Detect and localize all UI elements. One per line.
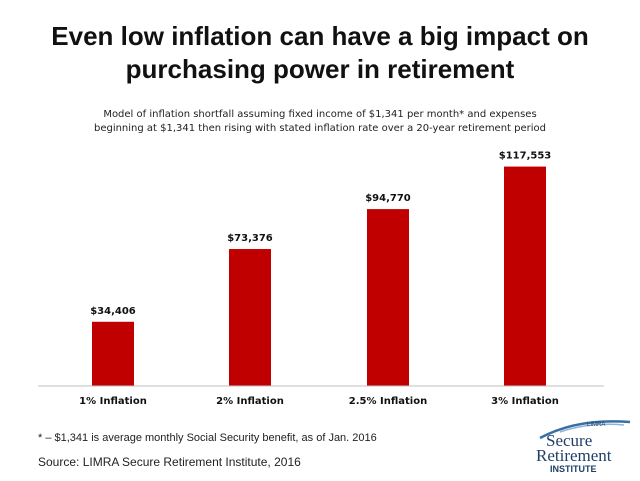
chart-subtitle: Model of inflation shortfall assuming fi… — [0, 108, 640, 136]
source-note: Source: LIMRA Secure Retirement Institut… — [38, 455, 301, 469]
footnote: * – $1,341 is average monthly Social Sec… — [38, 432, 377, 444]
chart-title: Even low inflation can have a big impact… — [0, 20, 640, 86]
data-label-3: $94,770 — [365, 193, 411, 204]
category-label-4: 3% Inflation — [491, 396, 559, 407]
label-group: $34,406 1% Inflation $73,376 2% Inflation $9… — [79, 151, 559, 407]
bar-2 — [229, 249, 271, 386]
category-label-3: 2.5% Inflation — [349, 396, 427, 407]
title-line-1: Even low inflation can have a big impact… — [51, 21, 589, 51]
logo-secure-text: Secure — [546, 431, 592, 450]
secure-retirement-institute-logo: LIMRA Secure Retirement INSTITUTE — [536, 420, 631, 474]
bar-3 — [367, 209, 409, 386]
logo-limra-text: LIMRA — [587, 422, 605, 428]
logo-institute-text: INSTITUTE — [550, 464, 597, 474]
bar-1 — [92, 321, 134, 386]
data-label-4: $117,553 — [499, 151, 552, 162]
subtitle-line-2: beginning at $1,341 then rising with sta… — [93, 123, 547, 134]
bar-group — [92, 166, 546, 386]
bar-4 — [504, 166, 546, 386]
logo-retirement-text: Retirement — [536, 446, 612, 465]
data-label-1: $34,406 — [90, 306, 136, 317]
category-label-1: 1% Inflation — [79, 396, 147, 407]
subtitle-line-1: Model of inflation shortfall assuming fi… — [103, 109, 537, 120]
title-line-2: purchasing power in retirement — [125, 54, 515, 84]
data-label-2: $73,376 — [227, 233, 273, 244]
category-label-2: 2% Inflation — [216, 396, 284, 407]
